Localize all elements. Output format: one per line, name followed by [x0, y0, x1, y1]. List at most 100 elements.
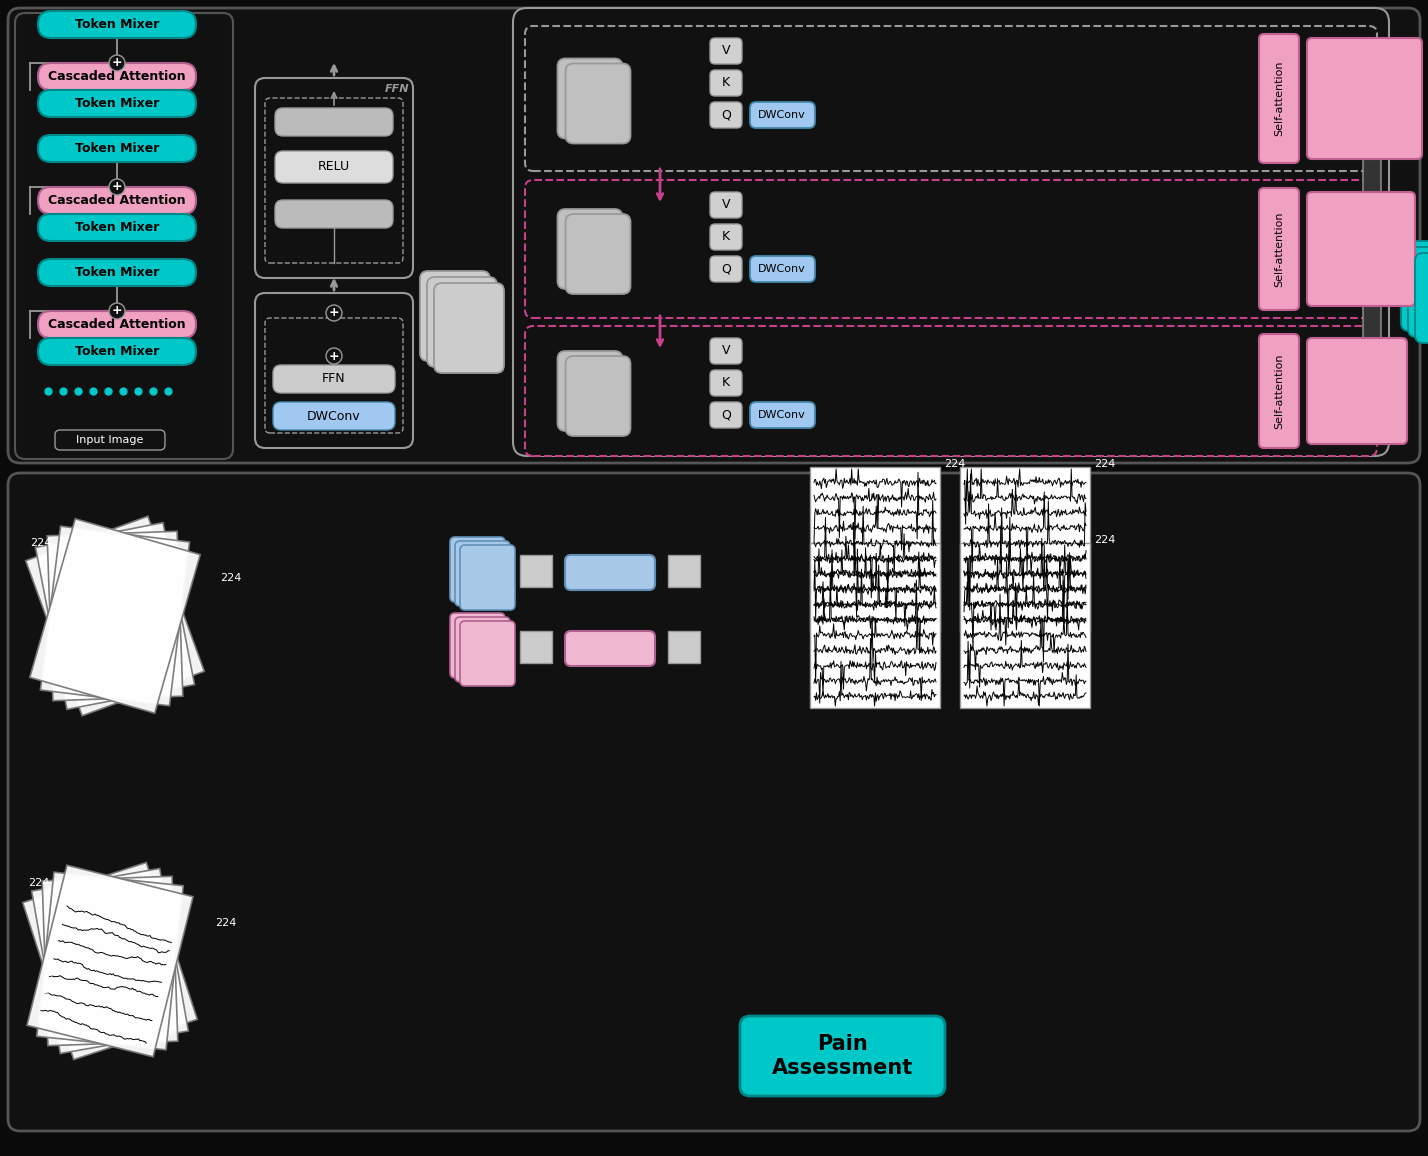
FancyBboxPatch shape — [750, 402, 815, 428]
FancyBboxPatch shape — [273, 402, 396, 430]
FancyBboxPatch shape — [710, 370, 743, 397]
FancyBboxPatch shape — [460, 544, 516, 610]
FancyBboxPatch shape — [710, 71, 743, 96]
Text: FFN: FFN — [384, 84, 408, 94]
Text: Self-attention: Self-attention — [1274, 212, 1284, 287]
Text: Assessment: Assessment — [773, 1058, 912, 1079]
Text: FFN: FFN — [323, 372, 346, 385]
FancyBboxPatch shape — [565, 64, 631, 143]
Bar — [27, 865, 193, 1057]
Text: DWConv: DWConv — [307, 409, 361, 422]
Text: Q: Q — [721, 262, 731, 275]
FancyBboxPatch shape — [557, 351, 623, 431]
Text: 224: 224 — [216, 918, 237, 928]
FancyBboxPatch shape — [565, 631, 655, 666]
Text: V: V — [721, 344, 730, 357]
FancyBboxPatch shape — [1415, 253, 1428, 343]
FancyBboxPatch shape — [526, 326, 1377, 455]
FancyBboxPatch shape — [39, 12, 196, 38]
Text: 224: 224 — [220, 573, 241, 583]
FancyBboxPatch shape — [1259, 188, 1299, 310]
FancyBboxPatch shape — [276, 151, 393, 183]
Bar — [37, 872, 183, 1050]
Bar — [43, 876, 178, 1046]
Text: Token Mixer: Token Mixer — [74, 18, 159, 31]
Text: Q: Q — [721, 408, 731, 422]
Circle shape — [326, 305, 341, 321]
Text: +: + — [111, 57, 123, 69]
Text: 224: 224 — [1094, 459, 1115, 469]
Bar — [810, 467, 940, 632]
Text: DWConv: DWConv — [758, 410, 805, 420]
FancyBboxPatch shape — [1259, 34, 1299, 163]
Text: V: V — [721, 199, 730, 212]
FancyBboxPatch shape — [565, 214, 631, 294]
FancyBboxPatch shape — [9, 473, 1419, 1131]
Text: K: K — [723, 377, 730, 390]
Bar — [668, 555, 700, 587]
FancyBboxPatch shape — [434, 283, 504, 373]
Text: 224: 224 — [944, 459, 965, 469]
FancyBboxPatch shape — [526, 180, 1377, 318]
FancyBboxPatch shape — [565, 555, 655, 590]
FancyBboxPatch shape — [420, 271, 490, 361]
FancyBboxPatch shape — [710, 102, 743, 128]
Text: 224: 224 — [30, 538, 51, 548]
Bar — [36, 523, 194, 710]
Text: +: + — [328, 349, 340, 363]
Text: K: K — [723, 76, 730, 89]
Bar — [30, 519, 200, 713]
FancyBboxPatch shape — [1307, 338, 1407, 444]
FancyBboxPatch shape — [710, 255, 743, 282]
FancyBboxPatch shape — [39, 311, 196, 338]
FancyBboxPatch shape — [450, 538, 506, 602]
Text: +: + — [328, 306, 340, 319]
Text: K: K — [723, 230, 730, 244]
Text: V: V — [721, 44, 730, 58]
Text: 224: 224 — [29, 879, 50, 888]
FancyBboxPatch shape — [710, 38, 743, 64]
FancyBboxPatch shape — [1307, 38, 1422, 160]
FancyBboxPatch shape — [456, 617, 510, 682]
Bar — [520, 631, 553, 664]
FancyBboxPatch shape — [557, 59, 623, 139]
FancyBboxPatch shape — [1259, 334, 1299, 449]
Bar — [31, 868, 188, 1053]
Text: Token Mixer: Token Mixer — [74, 221, 159, 234]
FancyBboxPatch shape — [9, 8, 1419, 464]
Text: RELU: RELU — [318, 161, 350, 173]
FancyBboxPatch shape — [565, 356, 631, 436]
FancyBboxPatch shape — [1408, 247, 1428, 338]
FancyBboxPatch shape — [1401, 240, 1428, 331]
FancyBboxPatch shape — [557, 209, 623, 289]
FancyBboxPatch shape — [1307, 192, 1415, 306]
FancyBboxPatch shape — [273, 365, 396, 393]
Bar — [960, 467, 1090, 632]
Text: Cascaded Attention: Cascaded Attention — [49, 194, 186, 207]
Bar — [40, 526, 190, 706]
FancyBboxPatch shape — [456, 541, 510, 606]
Bar — [668, 631, 700, 664]
FancyBboxPatch shape — [256, 77, 413, 277]
FancyBboxPatch shape — [1362, 40, 1381, 440]
Text: Token Mixer: Token Mixer — [74, 142, 159, 155]
FancyBboxPatch shape — [710, 192, 743, 218]
FancyBboxPatch shape — [39, 187, 196, 214]
FancyBboxPatch shape — [710, 338, 743, 364]
Bar — [520, 555, 553, 587]
Bar — [26, 517, 204, 716]
FancyBboxPatch shape — [710, 224, 743, 250]
FancyBboxPatch shape — [450, 613, 506, 679]
Text: #frames: #frames — [46, 620, 63, 664]
Text: Self-attention: Self-attention — [1274, 354, 1284, 429]
Text: Cascaded Attention: Cascaded Attention — [49, 318, 186, 331]
FancyBboxPatch shape — [39, 135, 196, 162]
Bar — [47, 532, 183, 701]
Text: Self-attention: Self-attention — [1274, 61, 1284, 136]
Circle shape — [109, 179, 126, 195]
Text: Cascaded Attention: Cascaded Attention — [49, 71, 186, 83]
Circle shape — [109, 303, 126, 319]
Text: +: + — [111, 304, 123, 318]
FancyBboxPatch shape — [427, 277, 497, 366]
Text: Pain: Pain — [817, 1033, 868, 1054]
